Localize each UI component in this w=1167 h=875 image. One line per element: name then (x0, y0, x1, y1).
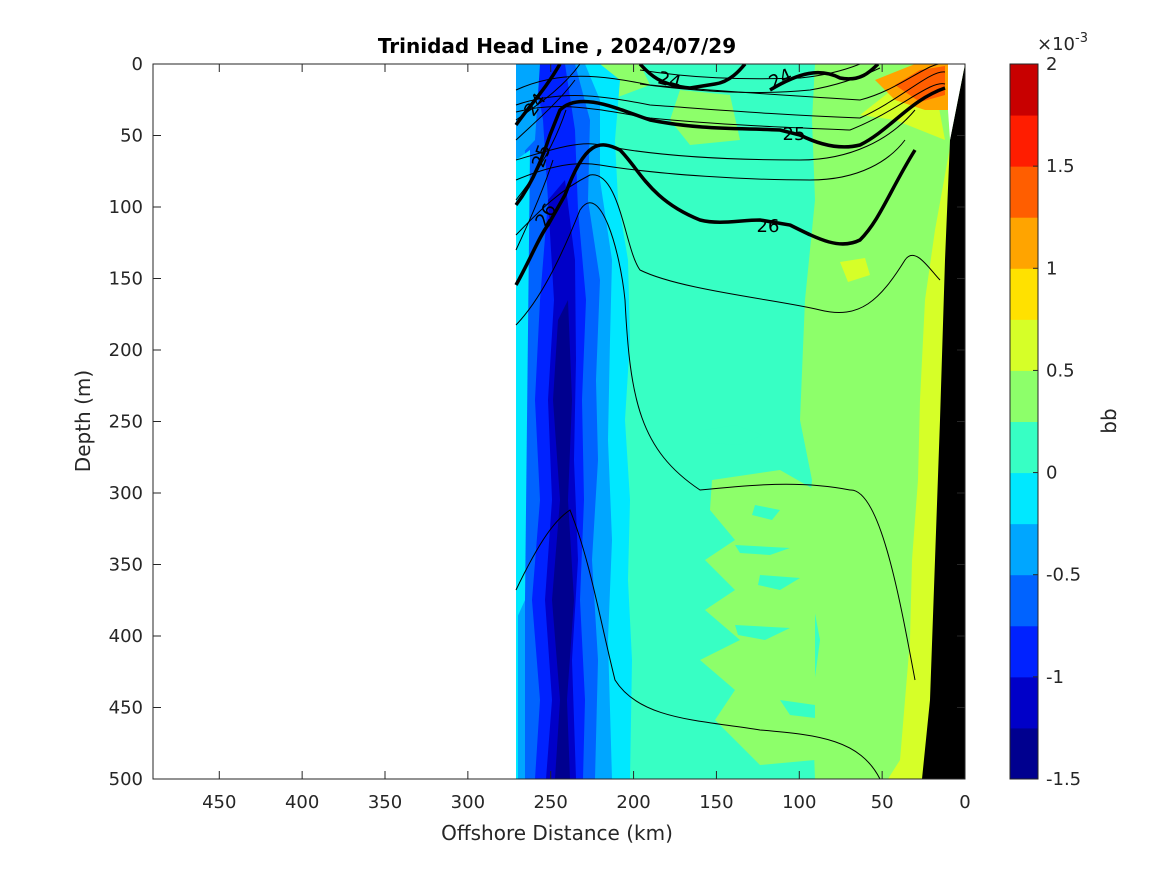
colorbar-tick-label: 1 (1046, 258, 1057, 279)
y-tick-label: 50 (120, 126, 143, 147)
colorbar-level (1010, 268, 1038, 320)
contour-thin (515, 83, 946, 131)
colorbar-level (1010, 574, 1038, 627)
bathymetry-gap (948, 64, 965, 140)
x-tick-label: 150 (699, 792, 733, 813)
colorbar-frame (1009, 63, 1039, 780)
patch-teal-6 (705, 425, 762, 445)
y-tick-label: 500 (109, 769, 143, 790)
contour-thin (515, 202, 916, 681)
colorbar-tick-label: -0.5 (1046, 565, 1081, 586)
colorbar-tick-label: 0 (1046, 463, 1057, 484)
contour-thin (515, 159, 554, 251)
contour-24 (638, 64, 747, 90)
colorbar-tick-label: 1.5 (1046, 156, 1075, 177)
x-ticks: 450 400 350 300 250 200 150 100 50 0 (202, 64, 971, 813)
x-tick-label: 450 (202, 792, 236, 813)
x-tick-label: 100 (782, 792, 816, 813)
patch-teal-2 (735, 545, 790, 555)
colorbar-level (1010, 370, 1038, 422)
x-tick-label: 300 (451, 792, 485, 813)
colorbar-level (1010, 523, 1038, 576)
colorbar-level (1010, 676, 1038, 729)
contour-thin (515, 109, 916, 161)
contour-thin (639, 64, 861, 80)
colorbar-exponent-base: ×10 (1037, 34, 1075, 55)
region-green-mid (700, 470, 815, 765)
contour-thin (515, 109, 567, 201)
contour-25 (514, 86, 946, 207)
contour-label: 25 (783, 124, 806, 145)
y-tick-label: 450 (109, 698, 143, 719)
contour-thin (515, 71, 946, 119)
contour-thin (515, 174, 941, 314)
region-navy-core (552, 300, 574, 779)
colorbar-label: bb (1097, 408, 1121, 433)
x-tick-label: 0 (959, 792, 970, 813)
contour-thin (515, 79, 576, 141)
y-tick-label: 200 (109, 340, 143, 361)
colorbar-exponent-power: -3 (1075, 31, 1088, 46)
patch-yellowgreen-1 (840, 258, 870, 282)
colorbar-level (1010, 115, 1038, 167)
x-tick-label: 200 (616, 792, 650, 813)
x-tick-label: 400 (285, 792, 319, 813)
colorbar-tick-label: -1 (1046, 667, 1064, 688)
colorbar-level (1010, 421, 1038, 474)
contour-thin (515, 509, 881, 779)
colorbar-level (1010, 472, 1038, 525)
y-tick-label: 400 (109, 626, 143, 647)
colorbar-tick-label: 0.5 (1046, 360, 1075, 381)
y-tick-label: 250 (109, 412, 143, 433)
patch-teal-5 (780, 700, 815, 718)
thick-contours (514, 64, 946, 286)
colorbar-tick-label: 2 (1046, 54, 1057, 75)
contour-label: 26 (757, 216, 780, 237)
colorbar-level (1010, 727, 1038, 780)
bathymetry (922, 64, 965, 779)
y-tick-label: 150 (109, 269, 143, 290)
y-tick-label: 350 (109, 555, 143, 576)
x-tick-label: 50 (871, 792, 894, 813)
x-axis-label: Offshore Distance (km) (441, 821, 673, 845)
patch-teal-4 (735, 625, 790, 640)
colorbar: 2 1.5 1 0.5 0 -0.5 -1 -1.5 bb ×10-3 (1009, 31, 1121, 790)
y-tick-label: 100 (109, 197, 143, 218)
x-tick-label: 350 (368, 792, 402, 813)
colorbar-level (1010, 166, 1038, 218)
contour-26 (514, 143, 917, 286)
region-green-top (670, 90, 740, 145)
thin-contours (515, 64, 946, 779)
contour-24 (514, 64, 562, 127)
colorbar-levels (1010, 64, 1038, 780)
patch-teal-1 (752, 505, 780, 520)
colorbar-level (1010, 217, 1038, 269)
y-ticks: 0 50 100 150 200 250 300 350 400 450 500 (109, 54, 965, 790)
colorbar-level (1010, 625, 1038, 678)
contour-thin (515, 139, 906, 181)
patch-teal-3 (758, 575, 800, 590)
colorbar-ticks: 2 1.5 1 0.5 0 -0.5 -1 -1.5 (1033, 54, 1081, 790)
colorbar-level (1010, 64, 1038, 116)
x-tick-label: 250 (534, 792, 568, 813)
colorbar-exponent: ×10-3 (1037, 31, 1088, 55)
y-tick-label: 300 (109, 483, 143, 504)
y-tick-label: 0 (132, 54, 143, 75)
chart-title: Trinidad Head Line , 2024/07/29 (378, 34, 736, 58)
contour-24 (769, 64, 880, 92)
heatmap-fill: 24 24 24 25 25 26 26 (514, 64, 965, 779)
y-axis-label: Depth (m) (71, 370, 95, 472)
colorbar-tick-label: -1.5 (1046, 769, 1081, 790)
plot-area: 24 24 24 25 25 26 26 450 400 350 300 250 200 1… (109, 54, 971, 813)
colorbar-level (1010, 319, 1038, 371)
